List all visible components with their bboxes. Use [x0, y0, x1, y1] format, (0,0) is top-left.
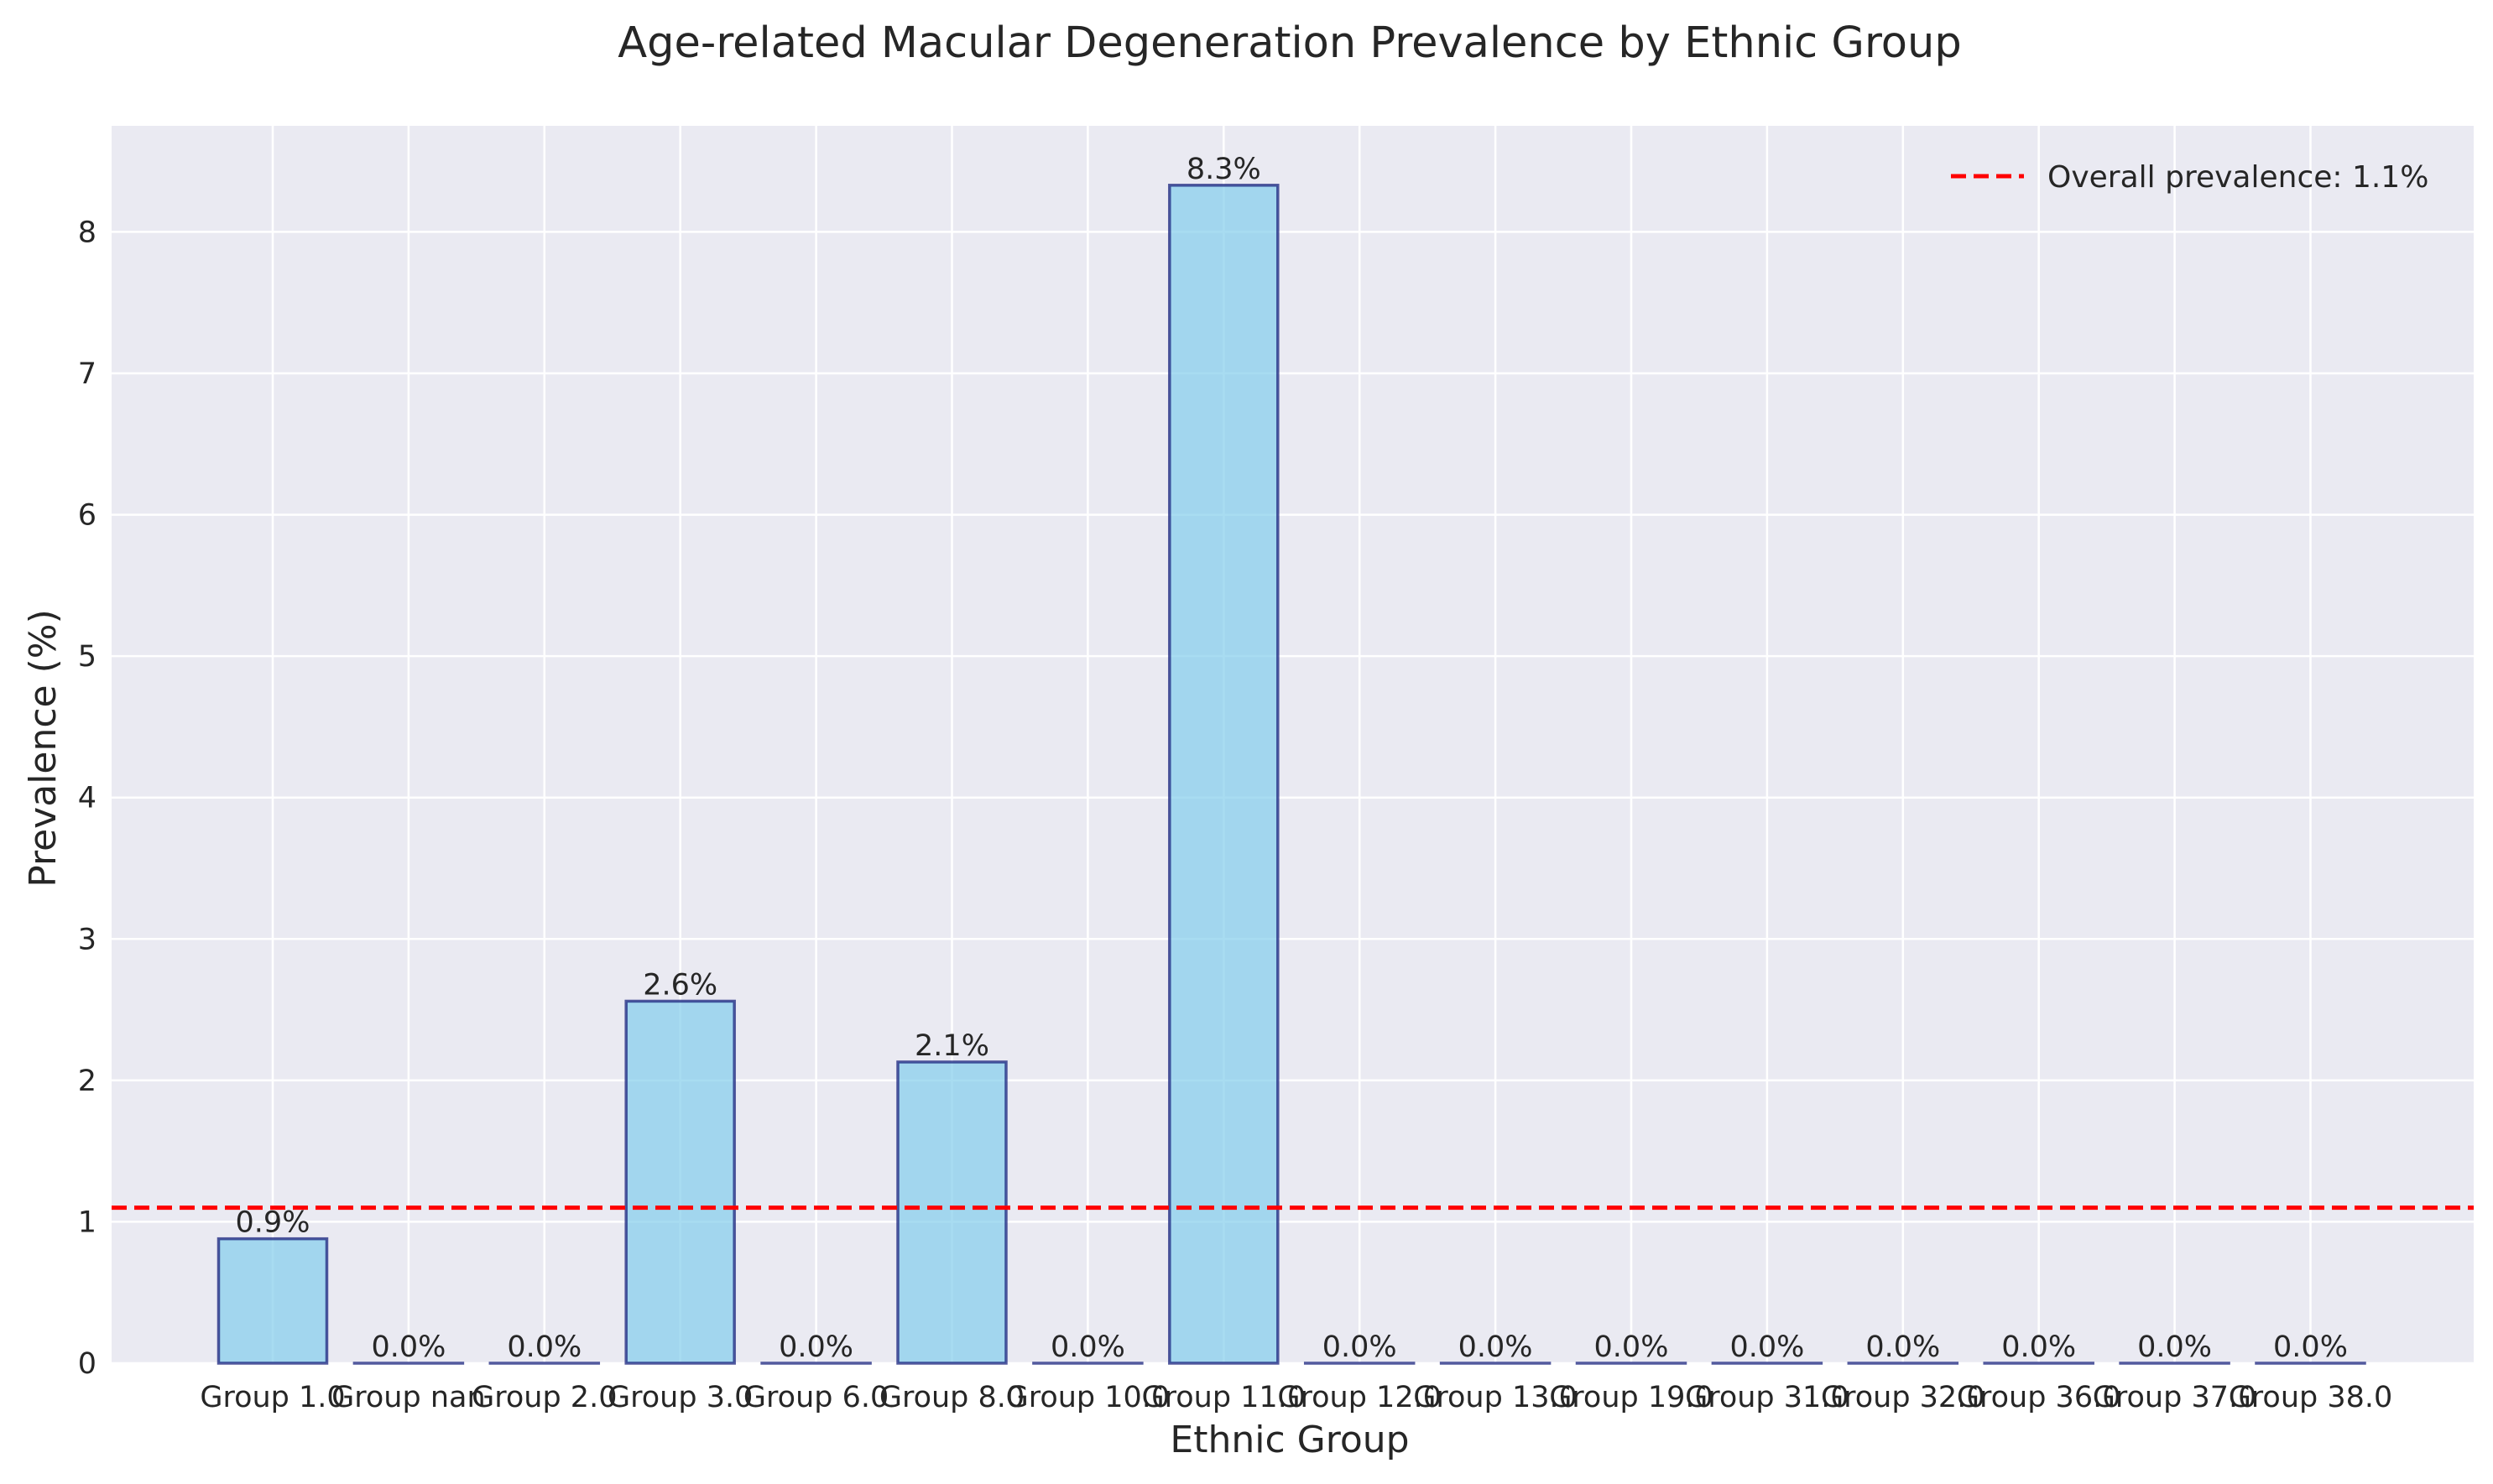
y-tick-label: 4: [78, 782, 96, 815]
x-tick-label: Group 32.0: [1821, 1381, 1985, 1414]
legend-label-reference-line: Overall prevalence: 1.1%: [2047, 160, 2428, 195]
y-tick-label: 8: [78, 216, 96, 249]
plot-area: [112, 126, 2474, 1363]
x-tick-label: Group nan: [331, 1381, 486, 1414]
data-label: 2.1%: [915, 1029, 989, 1063]
x-axis-label: Ethnic Group: [1170, 1419, 1409, 1461]
data-label: 0.0%: [1322, 1330, 1397, 1364]
data-label: 0.0%: [2001, 1330, 2076, 1364]
y-gridlines: [112, 231, 2474, 1365]
y-tick-label: 7: [78, 357, 96, 391]
y-tick-label: 5: [78, 640, 96, 674]
x-tick-label: Group 8.0: [879, 1381, 1025, 1414]
x-tick-label: Group 6.0: [743, 1381, 889, 1414]
data-label: 0.0%: [1729, 1330, 1804, 1364]
x-tick-label: Group 1.0: [200, 1381, 345, 1414]
y-tick-label: 6: [78, 499, 96, 533]
bar: [216, 1237, 329, 1365]
x-tick-label: Group 12.0: [1277, 1381, 1442, 1414]
x-tick-label: Group 38.0: [2229, 1381, 2393, 1414]
data-label: 0.0%: [1051, 1330, 1125, 1364]
bar: [1168, 184, 1280, 1365]
data-label: 0.0%: [2273, 1330, 2348, 1364]
chart-title: Age-related Macular Degeneration Prevale…: [618, 18, 1961, 68]
data-label: 0.0%: [1865, 1330, 1940, 1364]
x-gridlines: [271, 126, 2312, 1363]
x-tick-label: Group 31.0: [1685, 1381, 1849, 1414]
x-tick-label: Group 2.0: [472, 1381, 617, 1414]
data-label: 0.0%: [507, 1330, 582, 1364]
data-label: 0.9%: [236, 1206, 310, 1240]
x-tick-label: Group 19.0: [1549, 1381, 1713, 1414]
legend: Overall prevalence: 1.1%: [1951, 160, 2428, 195]
data-label: 0.0%: [371, 1330, 446, 1364]
y-axis-label: Prevalence (%): [22, 609, 65, 888]
data-label: 8.3%: [1187, 153, 1261, 186]
x-tick-label: Group 13.0: [1413, 1381, 1578, 1414]
y-tick-label: 3: [78, 923, 96, 956]
bar: [624, 999, 736, 1365]
y-axis-ticks: 0 1 2 3 4 5 6 7 8: [78, 216, 96, 1381]
x-tick-label: Group 10.0: [1006, 1381, 1171, 1414]
data-labels: 0.9% 0.0% 0.0% 2.6% 0.0% 2.1% 0.0% 8.3% 0.0% 0.0%…: [236, 153, 2348, 1364]
y-tick-label: 1: [78, 1205, 96, 1239]
bar: [896, 1060, 1008, 1365]
y-tick-label: 0: [78, 1347, 96, 1381]
data-label: 2.6%: [643, 968, 717, 1002]
x-tick-label: Group 37.0: [2093, 1381, 2257, 1414]
y-tick-label: 2: [78, 1065, 96, 1098]
data-label: 0.0%: [1594, 1330, 1669, 1364]
bars: [216, 184, 2366, 1365]
data-label: 0.0%: [779, 1330, 853, 1364]
x-tick-label: Group 36.0: [1957, 1381, 2121, 1414]
data-label: 0.0%: [2137, 1330, 2212, 1364]
x-tick-label: Group 3.0: [608, 1381, 753, 1414]
data-label: 0.0%: [1458, 1330, 1533, 1364]
x-tick-label: Group 11.0: [1141, 1381, 1306, 1414]
